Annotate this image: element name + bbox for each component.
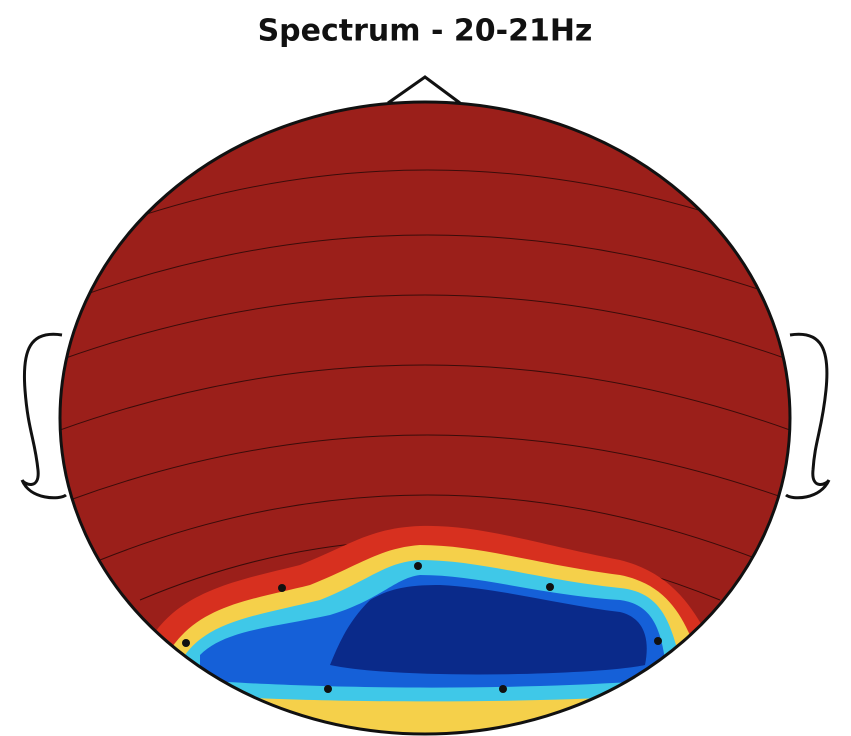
- right-ear: [785, 332, 831, 500]
- left-ear: [20, 332, 67, 500]
- title: Spectrum - 20-21Hz: [258, 14, 593, 49]
- contour-lines: [60, 169, 790, 601]
- region-dark-blue: [330, 585, 647, 675]
- electrodes: [182, 562, 662, 693]
- nose: [387, 75, 461, 105]
- head-outline: [58, 100, 792, 736]
